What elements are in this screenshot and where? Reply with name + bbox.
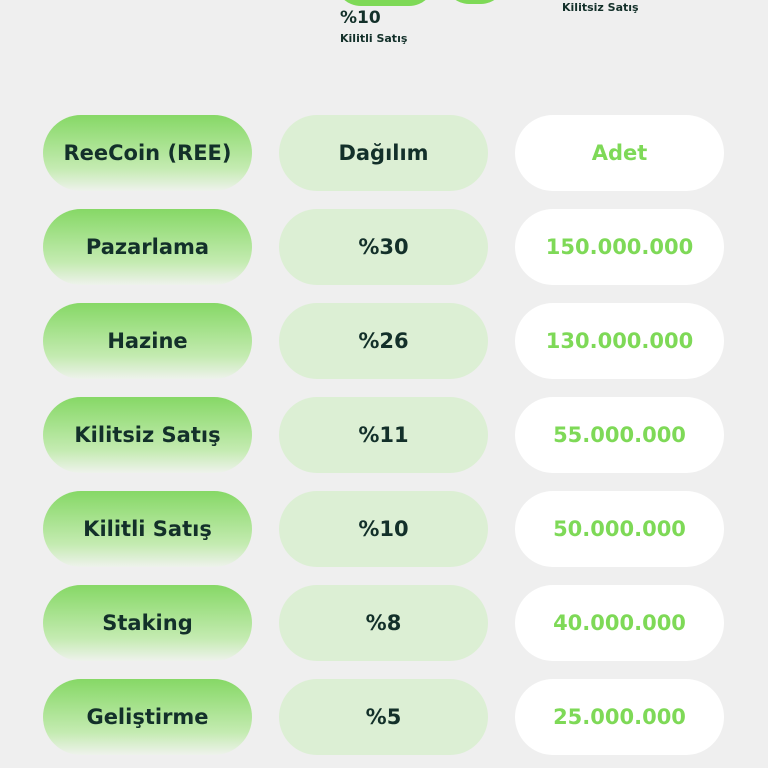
cell-share: %30 <box>279 209 488 285</box>
table-row: Hazine %26 130.000.000 <box>43 303 725 379</box>
cell-name: Kilitsiz Satış <box>43 397 252 473</box>
header-amount: Adet <box>515 115 724 191</box>
cell-name: Staking <box>43 585 252 661</box>
cell-amount: 150.000.000 <box>515 209 724 285</box>
table-row: Kilitsiz Satış %11 55.000.000 <box>43 397 725 473</box>
cell-name: Kilitli Satış <box>43 491 252 567</box>
cell-name: Geliştirme <box>43 679 252 755</box>
cell-share: %11 <box>279 397 488 473</box>
cell-amount: 130.000.000 <box>515 303 724 379</box>
chart-segment <box>445 0 505 4</box>
cell-share: %26 <box>279 303 488 379</box>
cell-name: Hazine <box>43 303 252 379</box>
chart-label-percent: %10 <box>340 8 381 28</box>
header-name: ReeCoin (REE) <box>43 115 252 191</box>
cell-amount: 25.000.000 <box>515 679 724 755</box>
cell-share: %10 <box>279 491 488 567</box>
table-header: ReeCoin (REE) Dağılım Adet <box>43 115 725 191</box>
cell-name: Pazarlama <box>43 209 252 285</box>
cell-amount: 40.000.000 <box>515 585 724 661</box>
cell-share: %8 <box>279 585 488 661</box>
chart-label-name-2: Kilitsiz Satış <box>562 1 639 14</box>
table-row: Pazarlama %30 150.000.000 <box>43 209 725 285</box>
cell-amount: 55.000.000 <box>515 397 724 473</box>
table-row: Geliştirme %5 25.000.000 <box>43 679 725 755</box>
cell-amount: 50.000.000 <box>515 491 724 567</box>
chart-segment-kilitli-satis <box>335 0 435 6</box>
table-row: Kilitli Satış %10 50.000.000 <box>43 491 725 567</box>
table-row: Staking %8 40.000.000 <box>43 585 725 661</box>
header-share: Dağılım <box>279 115 488 191</box>
chart-label-name: Kilitli Satış <box>340 32 408 45</box>
cell-share: %5 <box>279 679 488 755</box>
